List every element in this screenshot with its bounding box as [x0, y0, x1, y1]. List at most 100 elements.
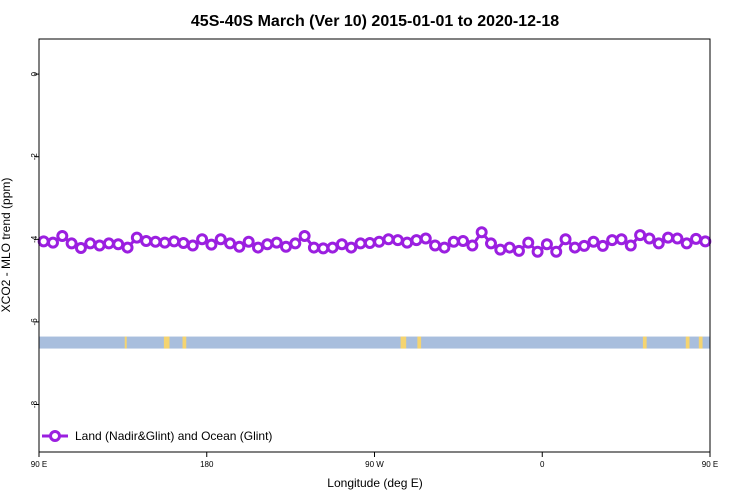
y-axis: 0 -2 -4 -6 -8 [30, 71, 39, 408]
data-point [568, 241, 581, 254]
data-point [540, 238, 553, 251]
land-segment-0 [124, 336, 127, 349]
data-point [317, 242, 330, 255]
data-point [177, 237, 190, 250]
y-tick-label: -2 [30, 153, 39, 161]
data-point [438, 241, 451, 254]
data-point [522, 236, 535, 249]
data-point [121, 241, 134, 254]
x-tick-label: 90 E [702, 460, 718, 469]
data-point [158, 236, 171, 249]
data-point [140, 234, 153, 247]
data-point [419, 232, 432, 245]
data-point [298, 230, 311, 243]
data-point [354, 237, 367, 250]
data-point [531, 245, 544, 258]
y-tick-label: -6 [30, 318, 39, 326]
data-point [391, 234, 404, 247]
data-point [168, 235, 181, 248]
data-point [475, 226, 488, 239]
chart-title: 45S-40S March (Ver 10) 2015-01-01 to 202… [191, 13, 559, 30]
data-point [615, 233, 628, 246]
data-point [512, 244, 525, 257]
data-point [93, 239, 106, 252]
data-point [559, 233, 572, 246]
data-point [429, 239, 442, 252]
land-segment-4 [417, 336, 422, 349]
data-point [550, 245, 563, 258]
data-point [680, 237, 693, 250]
series-layer [37, 226, 712, 258]
data-point [261, 238, 274, 251]
data-point [363, 237, 376, 250]
y-tick-label: -8 [30, 400, 39, 408]
legend: Land (Nadir&Glint) and Ocean (Glint) [42, 429, 272, 443]
data-point [634, 229, 647, 242]
data-point [252, 241, 265, 254]
data-point [345, 241, 358, 254]
data-point [289, 237, 302, 250]
data-point [65, 237, 78, 250]
land-segment-6 [685, 336, 690, 349]
y-tick-label: 0 [30, 71, 39, 76]
data-point [279, 240, 292, 253]
data-point [112, 238, 125, 251]
land-segment-5 [642, 336, 647, 349]
data-point [662, 231, 675, 244]
data-point [56, 230, 69, 243]
x-tick-label: 0 [540, 460, 545, 469]
data-point [457, 234, 470, 247]
data-point [205, 238, 218, 251]
data-point [401, 236, 414, 249]
data-point [503, 241, 516, 254]
legend-marker [49, 430, 61, 442]
land-segment-1 [163, 336, 170, 349]
data-point [233, 240, 246, 253]
data-point [690, 232, 703, 245]
data-point [699, 235, 712, 248]
ocean-band [39, 336, 710, 349]
land-ocean-band [39, 336, 710, 349]
y-tick-label: -4 [30, 235, 39, 243]
data-point [587, 235, 600, 248]
x-tick-label: 180 [200, 460, 214, 469]
x-axis-label: Longitude (deg E) [327, 476, 422, 490]
data-point [494, 243, 507, 256]
data-point [186, 239, 199, 252]
data-point [671, 232, 684, 245]
data-point [130, 231, 143, 244]
data-point [196, 233, 209, 246]
land-segment-2 [182, 336, 187, 349]
x-axis: 90 E 180 90 W 0 90 E [31, 452, 718, 469]
data-point [326, 241, 339, 254]
data-point [224, 237, 237, 250]
data-point [466, 239, 479, 252]
data-point [578, 239, 591, 252]
land-segment-3 [400, 336, 407, 349]
data-point [652, 237, 665, 250]
data-point [214, 233, 227, 246]
data-point [447, 235, 460, 248]
x-tick-label: 90 W [365, 460, 384, 469]
data-point [149, 235, 162, 248]
data-point [102, 237, 115, 250]
data-point [74, 241, 87, 254]
land-segment-7 [698, 336, 703, 349]
data-point [382, 233, 395, 246]
data-point [410, 234, 423, 247]
data-point [84, 237, 97, 250]
data-point [596, 239, 609, 252]
data-point [606, 234, 619, 247]
data-point [46, 236, 59, 249]
y-axis-label: XCO2 - MLO trend (ppm) [0, 178, 13, 313]
x-tick-label: 90 E [31, 460, 47, 469]
data-point [335, 238, 348, 251]
data-point [643, 232, 656, 245]
data-point [270, 236, 283, 249]
data-point [242, 235, 255, 248]
data-point [624, 239, 637, 252]
data-point [307, 241, 320, 254]
legend-label: Land (Nadir&Glint) and Ocean (Glint) [75, 429, 272, 443]
data-point [373, 235, 386, 248]
data-point [484, 237, 497, 250]
